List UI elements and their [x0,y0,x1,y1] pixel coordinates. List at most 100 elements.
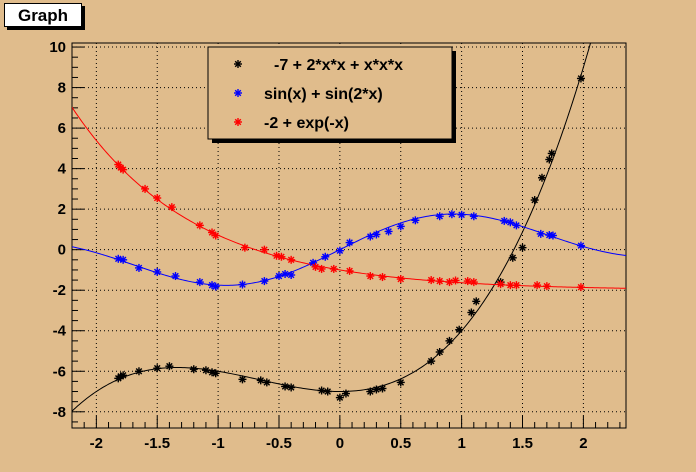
legend-marker-2 [234,118,242,126]
series-1-point [384,227,393,236]
series-2-point [463,277,472,286]
series-2-point [167,203,176,212]
series-2-point [277,252,286,261]
series-1-point [335,246,344,255]
series-2-point [496,280,505,289]
y-tick-label: 0 [58,242,66,259]
series-0-point [119,371,128,380]
series-0-point [323,387,332,396]
series-0-point [165,362,174,371]
series-0-point [134,367,143,376]
series-1-point [536,229,545,238]
series-1-point [548,231,557,240]
series-0-point [211,369,220,378]
y-tick-label: 8 [58,80,66,97]
series-1-point [281,270,290,278]
series-0-point [335,393,344,402]
series-0-point [547,149,556,158]
x-tick-label: 0 [336,435,344,452]
series-2-point [240,243,249,252]
series-2-point [260,245,269,254]
legend-label-0: -7 + 2*x*x + x*x*x [274,57,403,74]
y-tick-label: -8 [53,404,66,421]
series-0-point [472,297,481,306]
series-1-point [506,218,515,227]
series-0-point [256,376,265,385]
series-1-point [309,258,318,267]
series-2-point [427,276,436,285]
x-tick-label: 0.5 [390,435,411,452]
series-2-point [345,266,354,275]
series-1-point [274,272,283,281]
y-tick-label: 6 [58,120,66,137]
series-0-point [576,74,585,83]
axis-layer: -2 -1.5 -1 -0.5 0 0.5 1 1.5 2 -8 -6 -4 -2 0 2 4 6 8 10 [49,39,621,452]
legend-marker-1 [234,89,242,97]
series-1-point [119,255,128,264]
series-0-point [189,365,198,374]
series-2-point [435,277,444,286]
legend-marker-0 [234,60,242,68]
series-0-point [530,196,539,205]
series-0-point [508,253,517,262]
series-2-point [195,221,204,230]
legend-label-1: sin(x) + sin(2*x) [264,86,383,103]
series-2-point [396,275,405,284]
series-1-point [321,252,330,261]
series-2-point [576,283,585,292]
series-1-point [134,263,143,272]
series-1-point [447,210,456,219]
series-1-point [345,238,354,247]
series-1-point [396,222,405,231]
series-2-point [533,281,542,290]
y-tick-label: 10 [49,39,66,56]
series-2-point [512,281,521,290]
x-tick-label: -1.5 [144,435,170,452]
series-0-point [378,384,387,393]
series-2-point [153,194,162,203]
series-1-point [211,282,220,291]
series-2-point [451,276,460,285]
series-1-point [500,216,509,225]
x-tick-label: 1 [457,435,465,452]
series-1-point [372,230,381,239]
series-1-point [435,212,444,221]
series-0-point [396,378,405,387]
y-tick-label: 2 [58,201,66,218]
series-0-point [435,348,444,357]
x-tick-label: -1 [211,435,224,452]
series-0-point [201,366,210,375]
series-1-point [512,221,521,230]
series-0-point [238,375,247,384]
y-tick-label: -4 [53,323,67,340]
series-2-point [378,273,387,282]
x-tick-label: 1.5 [512,435,533,452]
series-0-point [455,325,464,334]
series-2-point [317,264,326,273]
series-2-point [329,264,338,273]
series-2-point [542,282,551,291]
points-layer [114,74,585,402]
series-1-point [114,254,123,263]
series-1-point [171,272,180,281]
series-0-point [467,308,476,317]
series-1-point [576,241,585,250]
series-1-point [366,232,375,241]
series-0-point [281,382,290,391]
series-0-point [445,336,454,345]
series-1-point [411,216,420,225]
series-0-point [262,378,271,387]
series-0-point [518,243,527,252]
legend: -7 + 2*x*x + x*x*x sin(x) + sin(2*x) -2 + … [207,46,456,143]
series-0-point [427,357,436,366]
y-tick-label: -2 [53,282,66,299]
series-2-point [141,184,150,193]
series-1-point [469,212,478,221]
window-title[interactable]: Graph [4,3,82,27]
series-1-point [287,271,296,280]
x-tick-label: -2 [90,435,103,452]
series-2-point [211,231,220,240]
series-1-point [260,277,269,286]
series-0-point [372,385,381,394]
series-1-point [238,280,247,289]
